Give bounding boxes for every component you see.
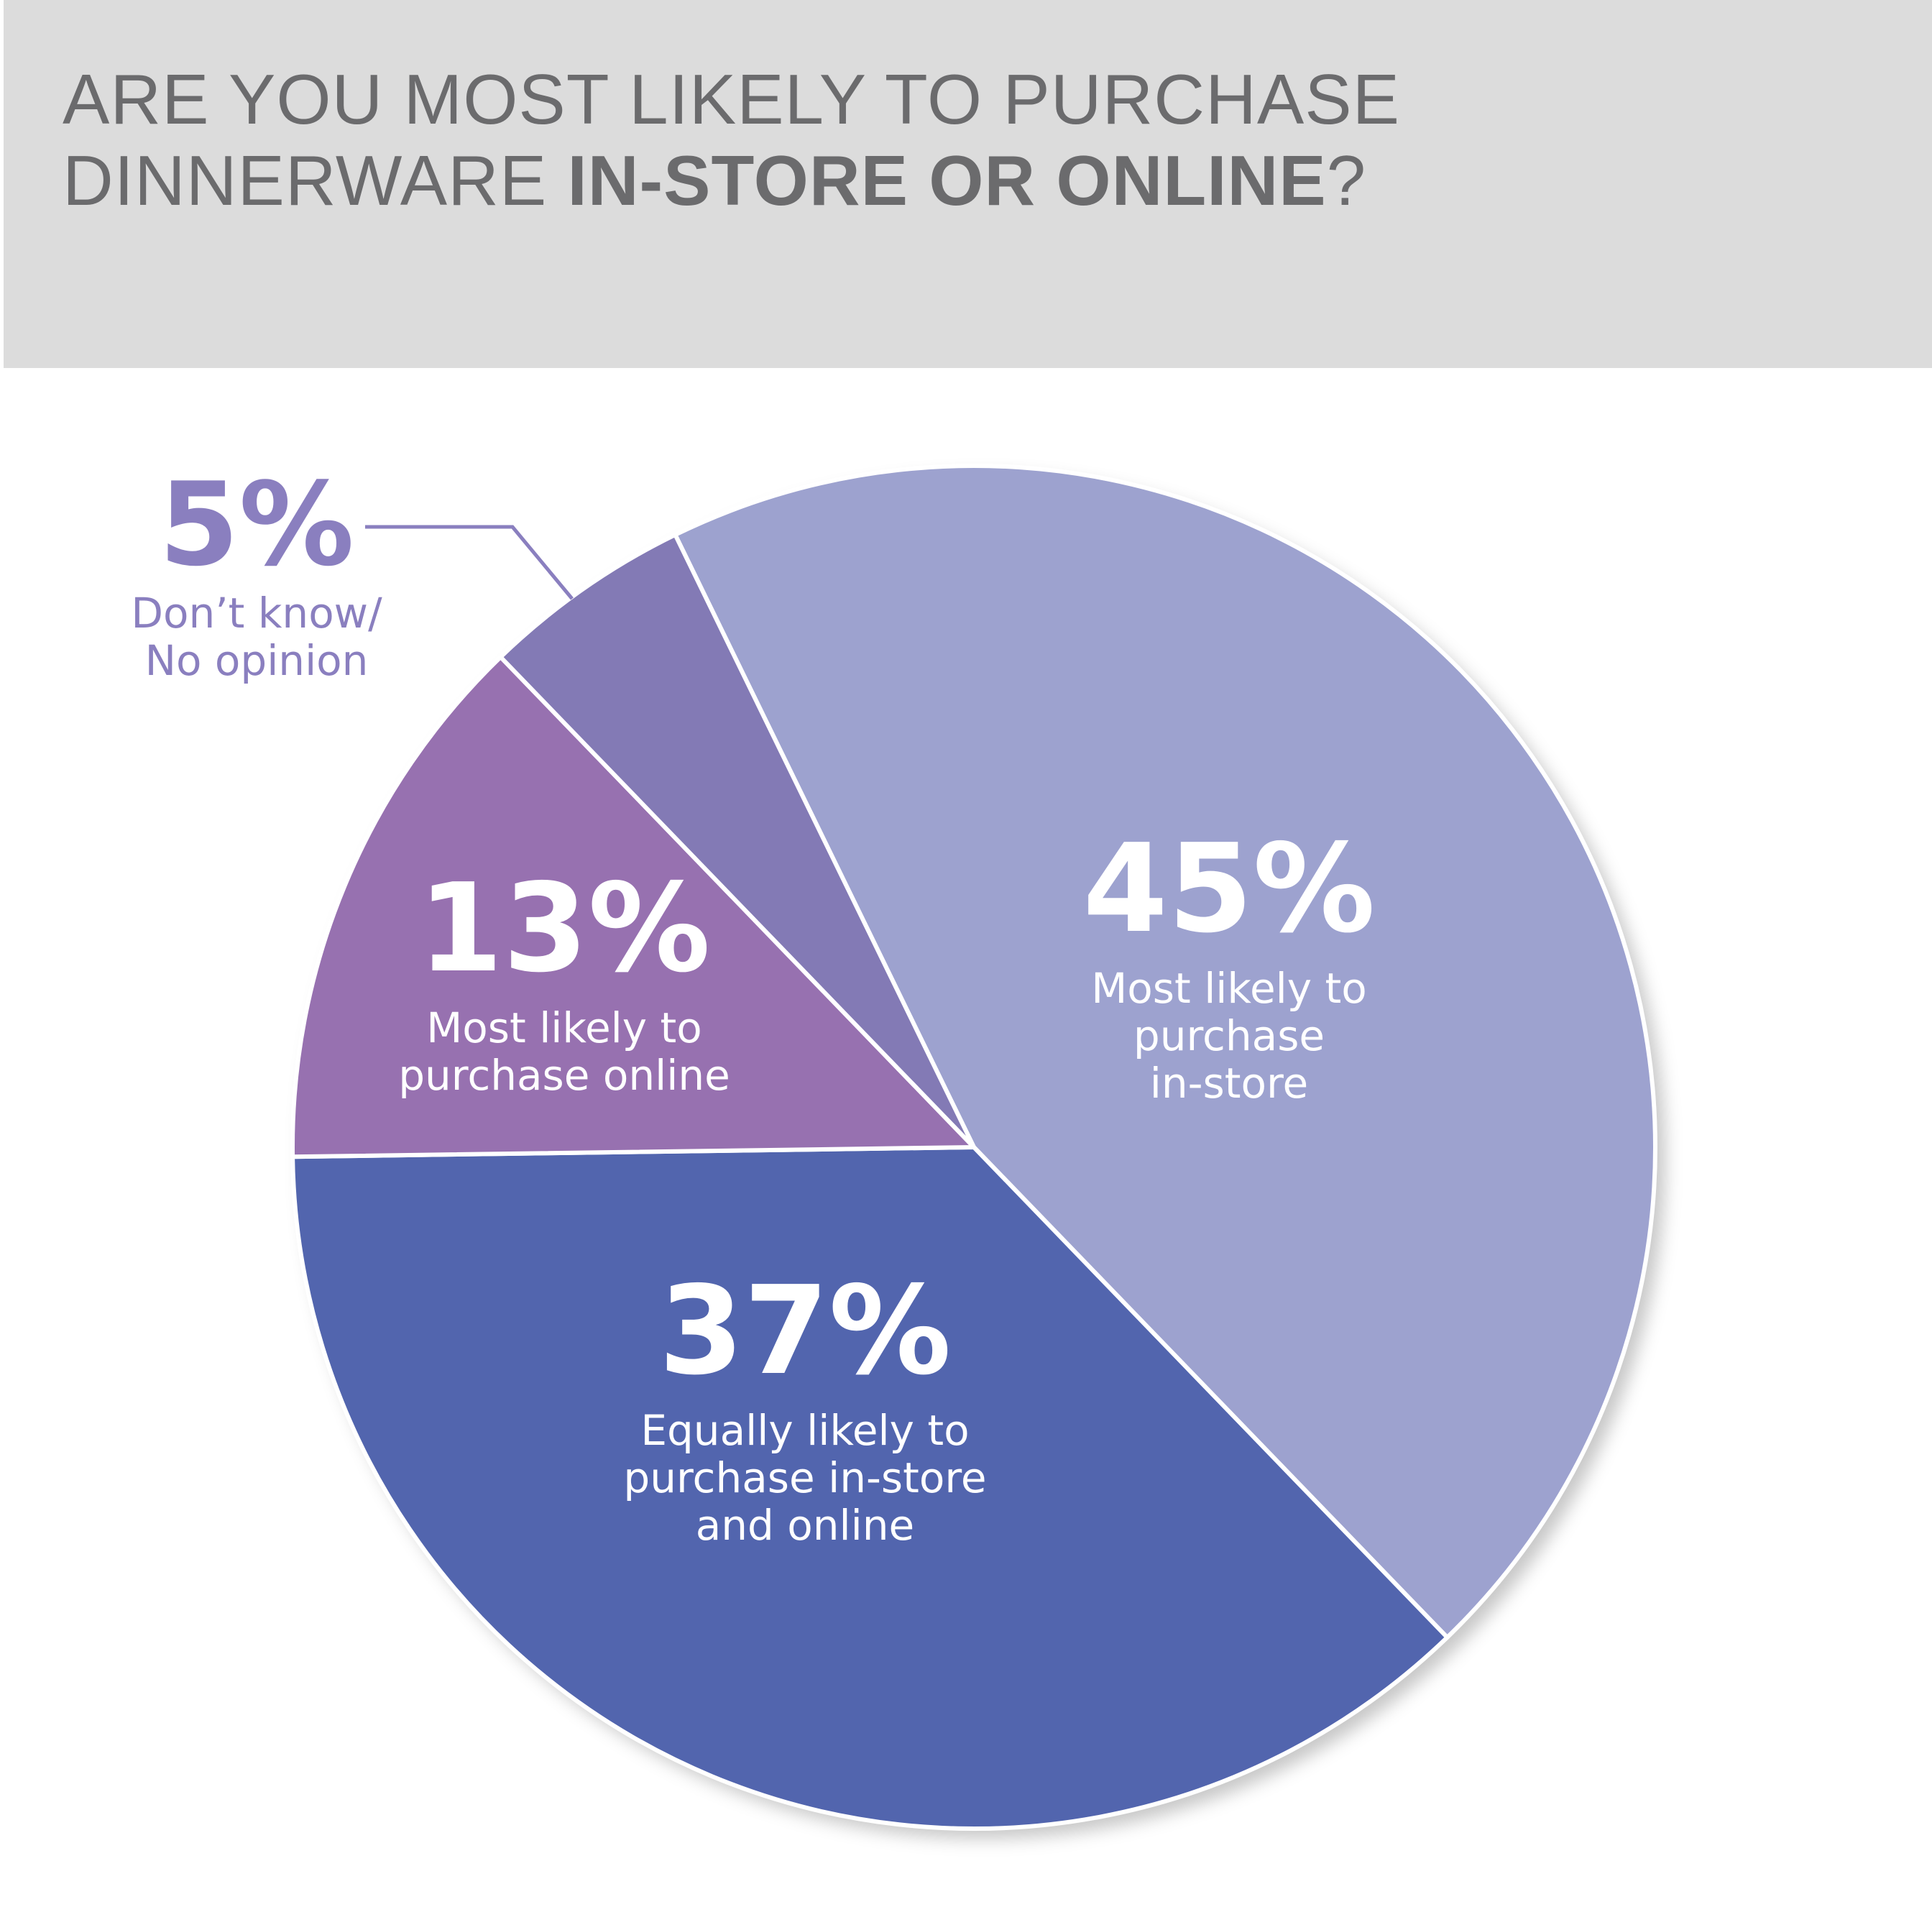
slice-category-label-line: No opinion bbox=[145, 636, 369, 685]
slice-category-label-line: Don’t know/ bbox=[131, 589, 382, 638]
slice-category-label-line: in-store bbox=[1150, 1059, 1309, 1108]
title-line-2-regular: DINNERWARE bbox=[63, 141, 568, 220]
title-line-2: DINNERWARE IN-STORE OR ONLINE? bbox=[63, 140, 1400, 221]
slice-percent-label-45: 45% bbox=[1083, 818, 1376, 960]
slice-category-label-line: purchase online bbox=[398, 1051, 730, 1100]
slice-percent-label-5: 5% bbox=[159, 457, 354, 592]
slice-category-label-line: purchase bbox=[1133, 1011, 1325, 1060]
slice-category-label-line: Equally likely to bbox=[640, 1406, 969, 1455]
pie-slice-37-equally-likely-to-purchase-in-store-and-online bbox=[290, 1145, 1450, 1831]
pie-slice-5-don-t-know-no-opinion bbox=[498, 532, 976, 1149]
callout-leader-line bbox=[365, 525, 574, 600]
slice-percent-label-37: 37% bbox=[659, 1260, 952, 1402]
title-line-2-bold: IN-STORE OR ONLINE bbox=[567, 141, 1327, 220]
header-band: ARE YOU MOST LIKELY TO PURCHASE DINNERWA… bbox=[4, 0, 1932, 368]
pie-slice-13-most-likely-to-purchase-online bbox=[290, 655, 976, 1159]
pie-slices bbox=[290, 463, 1657, 1831]
slice-category-label-line: Most likely to bbox=[426, 1003, 702, 1052]
pie-labels: 45%Most likely topurchasein-store37%Equa… bbox=[131, 457, 1375, 1550]
chart-title: ARE YOU MOST LIKELY TO PURCHASE DINNERWA… bbox=[63, 59, 1400, 221]
title-line-2-end: ? bbox=[1326, 141, 1367, 220]
pie-slice-45-most-likely-to-purchase-in-store bbox=[673, 463, 1657, 1640]
slice-category-label-line: Most likely to bbox=[1091, 964, 1366, 1013]
title-line-1: ARE YOU MOST LIKELY TO PURCHASE bbox=[63, 60, 1400, 139]
slice-category-label-line: and online bbox=[696, 1501, 914, 1550]
slice-percent-label-13: 13% bbox=[418, 858, 711, 1000]
slice-category-label-line: purchase in-store bbox=[623, 1453, 986, 1502]
